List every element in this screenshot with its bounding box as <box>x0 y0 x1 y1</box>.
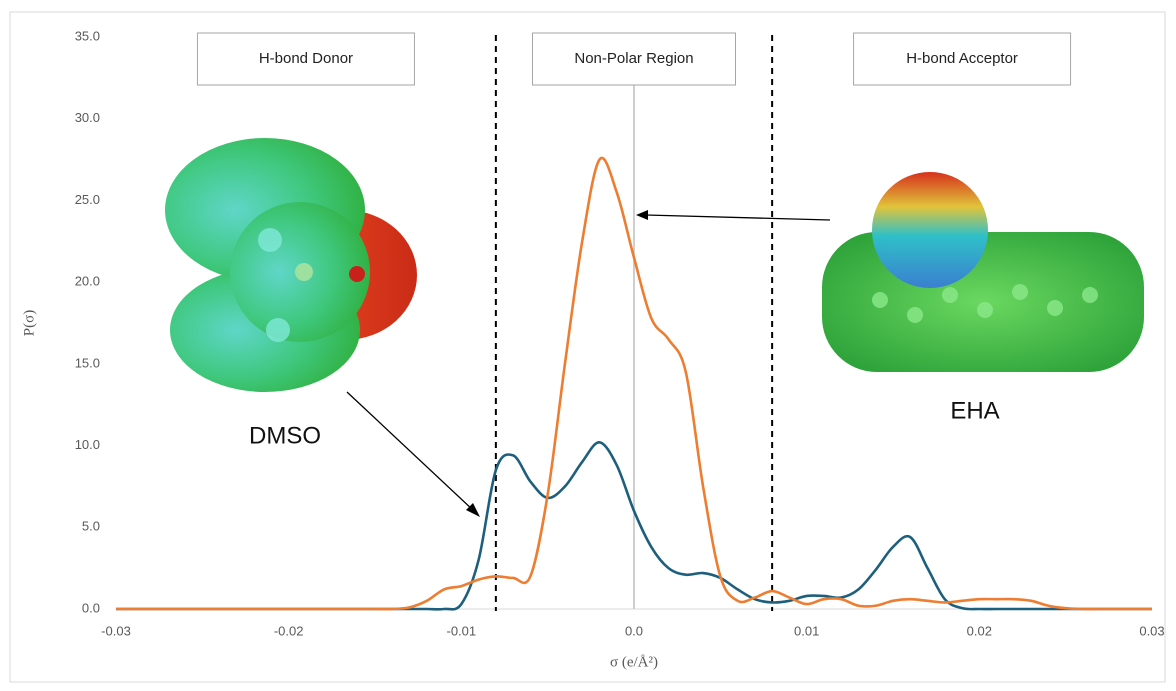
x-tick-label: 0.0 <box>625 623 643 638</box>
y-tick-label: 10.0 <box>75 437 100 452</box>
y-tick-label: 15.0 <box>75 355 100 370</box>
y-tick-label: 5.0 <box>82 519 100 534</box>
x-tick-label: -0.01 <box>447 623 477 638</box>
region-label: H-bond Acceptor <box>906 50 1018 67</box>
y-tick-label: 0.0 <box>82 600 100 615</box>
chart: 0.0 5.0 10.0 15.0 20.0 25.0 30.0 35.0 -0.03 -0.02… <box>0 0 1176 691</box>
molecule-label: DMSO <box>249 422 321 449</box>
y-tick-label: 25.0 <box>75 192 100 207</box>
y-axis-title: P(σ) <box>21 310 37 336</box>
x-tick-label: 0.02 <box>967 623 992 638</box>
x-tick-label: 0.01 <box>794 623 819 638</box>
x-tick-label: -0.02 <box>274 623 304 638</box>
y-tick-label: 20.0 <box>75 274 100 289</box>
molecule-label: EHA <box>950 397 999 424</box>
y-tick-label: 30.0 <box>75 110 100 125</box>
region-label: H-bond Donor <box>259 50 353 67</box>
x-axis-title: σ (e/Å²) <box>610 654 658 670</box>
region-label: Non-Polar Region <box>574 50 693 67</box>
x-tick-label: 0.03 <box>1139 623 1164 638</box>
y-tick-label: 35.0 <box>75 28 100 43</box>
x-tick-label: -0.03 <box>101 623 131 638</box>
